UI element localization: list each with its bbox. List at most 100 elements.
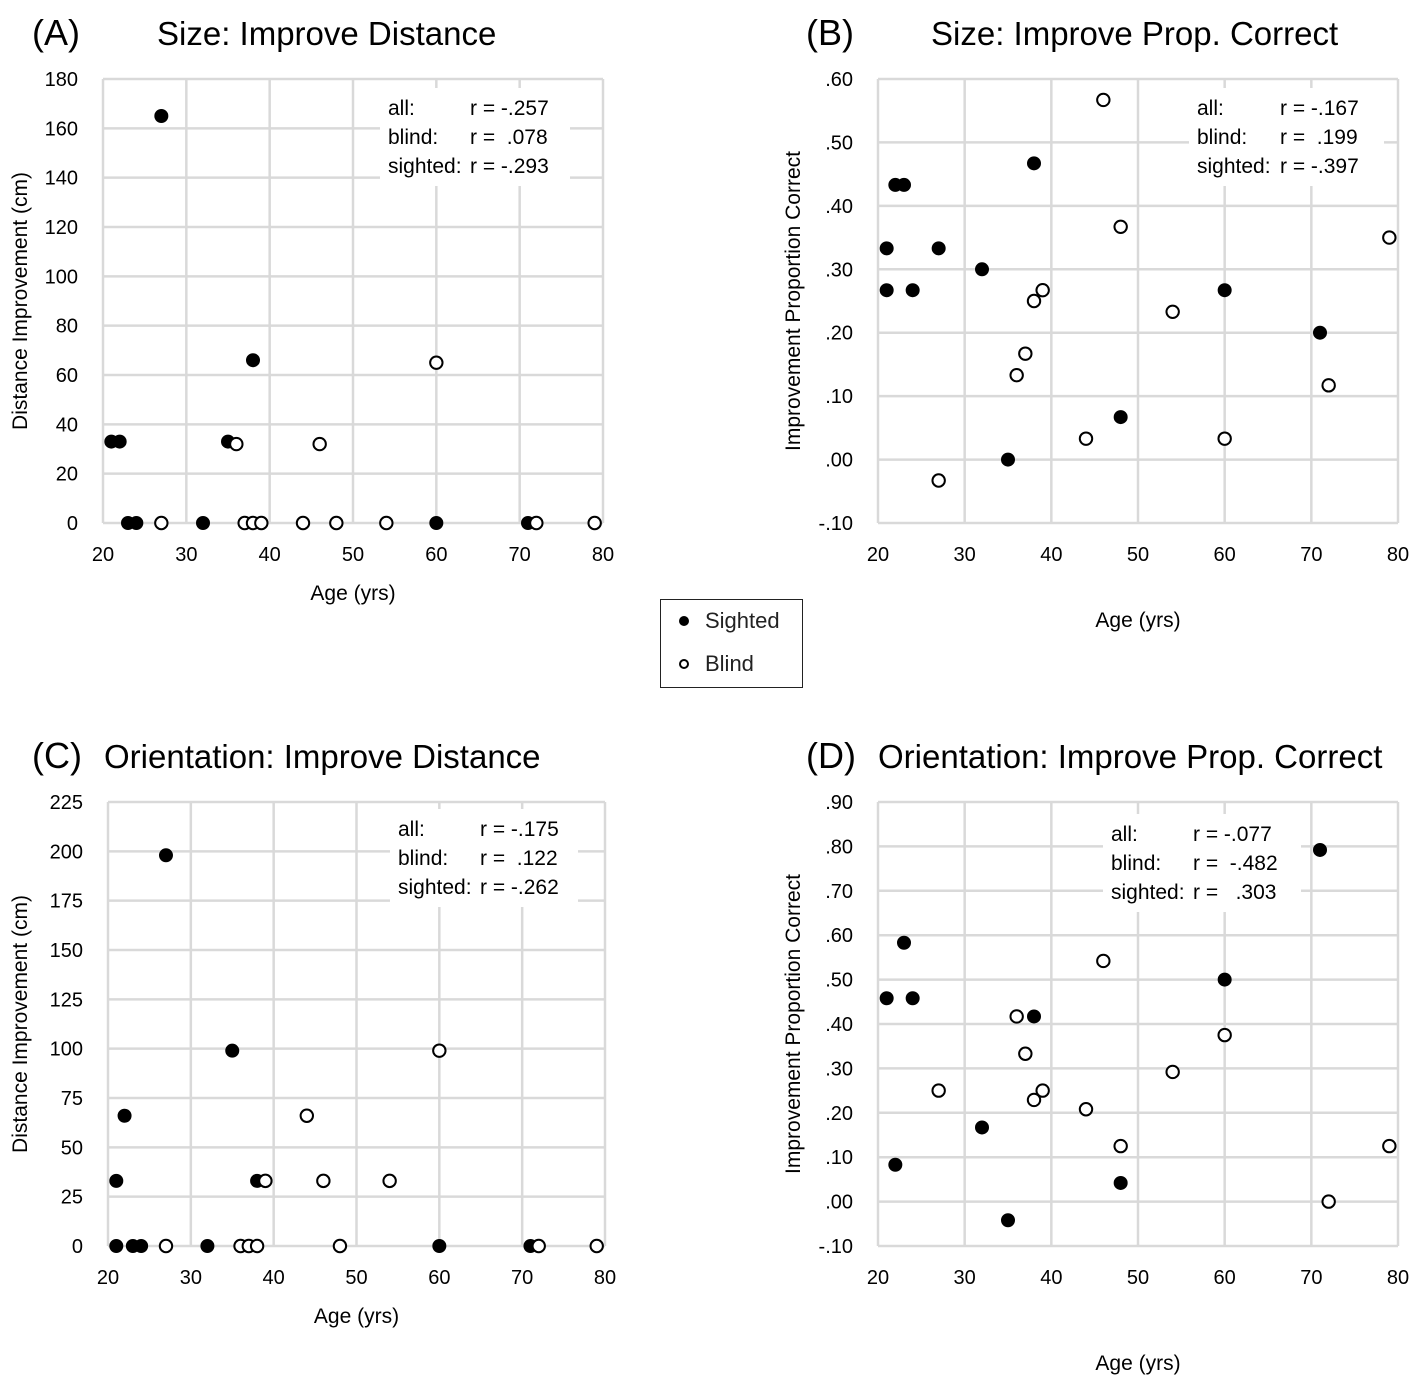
stats-r-value: r = .122: [480, 847, 558, 870]
blind-point: [1018, 346, 1033, 361]
open-circle-icon: [679, 659, 689, 669]
y-tick-label: 225: [50, 792, 83, 814]
legend-label-sighted: Sighted: [705, 608, 780, 633]
blind-point: [1035, 1083, 1050, 1098]
x-tick-label: 50: [1127, 1267, 1149, 1289]
sighted-point: [1027, 1009, 1041, 1024]
sighted-point: [196, 516, 210, 530]
blind-point: [312, 436, 327, 452]
x-tick-label: 20: [867, 1267, 889, 1289]
y-tick-label: 25: [61, 1187, 83, 1209]
stats-r-value: r = -.397: [1280, 155, 1359, 178]
sighted-point: [1001, 452, 1015, 467]
x-tick-label: 40: [259, 544, 281, 566]
sighted-point: [888, 1157, 903, 1172]
y-tick-label: .70: [825, 881, 853, 903]
x-tick-label: 60: [1214, 544, 1236, 566]
stats-group-label: blind:: [388, 126, 438, 149]
y-tick-label: 75: [61, 1088, 83, 1110]
stats-r-value: r = .303: [1193, 881, 1276, 904]
y-tick-label: 150: [50, 940, 83, 962]
sighted-point: [109, 1173, 124, 1188]
x-tick-label: 80: [594, 1267, 616, 1289]
stats-box: [1189, 88, 1384, 186]
sighted-point: [1113, 410, 1128, 425]
y-axis-label: Distance Improvement (cm): [9, 172, 32, 430]
y-tick-label: .10: [825, 386, 853, 408]
blind-point: [1321, 1194, 1336, 1209]
y-tick-label: .30: [825, 1058, 853, 1080]
sighted-point: [154, 109, 169, 123]
sighted-point: [1313, 842, 1327, 857]
blind-point: [529, 515, 544, 531]
x-tick-label: 30: [180, 1267, 202, 1289]
x-tick-label: 40: [1040, 544, 1062, 566]
blind-point: [1113, 219, 1128, 234]
sighted-point: [1313, 325, 1327, 340]
y-tick-label: 60: [56, 365, 78, 387]
stats-group-label: blind:: [398, 847, 448, 870]
blind-point: [1018, 1046, 1033, 1061]
x-tick-label: 80: [1387, 544, 1409, 566]
sighted-point: [134, 1239, 149, 1253]
sighted-point: [117, 1108, 132, 1123]
x-axis-label: Age (yrs): [1095, 609, 1180, 632]
blind-point: [299, 1108, 314, 1123]
x-tick-label: 50: [342, 544, 364, 566]
sighted-point: [200, 1239, 215, 1253]
panel-label: (B): [806, 12, 854, 53]
sighted-point: [1217, 283, 1232, 298]
y-tick-label: .40: [825, 196, 853, 218]
x-tick-label: 60: [425, 544, 447, 566]
blind-point: [379, 515, 394, 531]
blind-point: [1321, 378, 1336, 393]
blind-point: [1113, 1138, 1128, 1154]
sighted-point: [975, 1120, 989, 1135]
x-tick-label: 80: [1387, 1267, 1409, 1289]
stats-r-value: r = .078: [470, 126, 548, 149]
y-tick-label: .50: [825, 132, 853, 154]
blind-point: [1217, 431, 1232, 446]
y-tick-label: 125: [50, 989, 83, 1011]
blind-point: [587, 515, 602, 531]
blind-point: [1026, 293, 1042, 309]
stats-group-label: sighted:: [398, 876, 472, 899]
y-axis-label: Improvement Proportion Correct: [782, 874, 805, 1174]
y-tick-label: 80: [56, 316, 78, 338]
sighted-point: [897, 177, 911, 192]
sighted-point: [931, 241, 946, 256]
stats-group-label: sighted:: [388, 155, 462, 178]
stats-box: [380, 88, 570, 186]
legend-entry-sighted: Sighted: [679, 606, 780, 636]
blind-point: [1009, 1009, 1024, 1024]
y-tick-label: -.10: [819, 1236, 853, 1258]
blind-point: [316, 1173, 331, 1189]
blind-point: [432, 1043, 447, 1058]
blind-point: [1165, 1064, 1180, 1080]
chart-title: Size: Improve Prop. Correct: [931, 15, 1338, 52]
sighted-point: [905, 283, 920, 298]
y-tick-label: .50: [825, 970, 853, 992]
stats-r-value: r = -.175: [480, 818, 559, 841]
y-tick-label: .90: [825, 792, 853, 814]
sighted-point: [1113, 1175, 1128, 1190]
x-tick-label: 20: [97, 1267, 119, 1289]
x-tick-label: 80: [592, 544, 614, 566]
blind-point: [1035, 283, 1050, 298]
sighted-point: [225, 1043, 240, 1058]
y-tick-label: .00: [825, 450, 853, 472]
blind-point: [1165, 304, 1180, 319]
y-tick-label: 100: [50, 1039, 83, 1061]
stats-group-label: all:: [388, 97, 415, 120]
x-tick-label: 40: [1040, 1267, 1062, 1289]
blind-point: [589, 1238, 604, 1254]
blind-point: [249, 1238, 265, 1254]
y-tick-label: .20: [825, 1103, 853, 1125]
blind-point: [1009, 368, 1024, 383]
x-tick-label: 70: [509, 544, 531, 566]
blind-point: [429, 355, 444, 370]
blind-point: [154, 515, 169, 531]
chart-panel-3: -.10 .00 .10 .20 .30 .40 .50 .60 .70 .80 .90 20 30 40…: [782, 735, 1409, 1375]
x-tick-label: 20: [867, 544, 889, 566]
